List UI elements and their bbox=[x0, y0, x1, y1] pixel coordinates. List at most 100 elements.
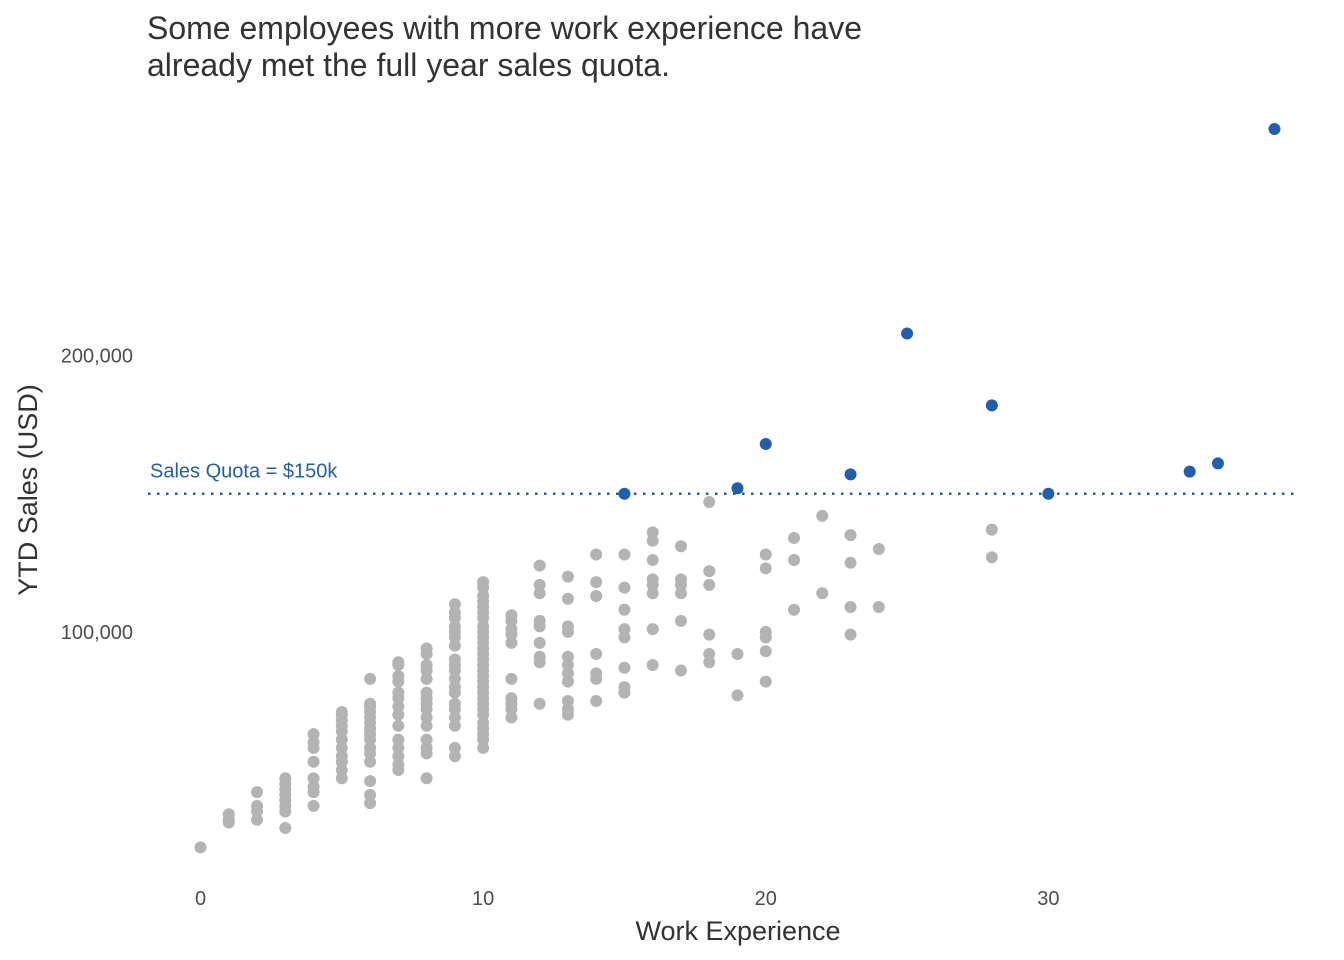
point-below-quota bbox=[392, 708, 405, 721]
point-below-quota bbox=[251, 786, 264, 799]
point-below-quota bbox=[420, 672, 433, 685]
point-below-quota bbox=[364, 755, 377, 768]
point-below-quota bbox=[420, 772, 433, 785]
points-below-quota bbox=[194, 496, 998, 854]
point-below-quota bbox=[307, 772, 320, 785]
point-below-quota bbox=[618, 623, 631, 636]
point-below-quota bbox=[307, 728, 320, 741]
point-below-quota bbox=[703, 565, 716, 578]
point-below-quota bbox=[448, 711, 461, 724]
point-met-quota bbox=[1042, 487, 1055, 500]
point-below-quota bbox=[561, 675, 574, 688]
x-tick-label: 0 bbox=[195, 888, 206, 910]
point-below-quota bbox=[420, 659, 433, 672]
point-below-quota bbox=[307, 799, 320, 812]
point-below-quota bbox=[420, 711, 433, 724]
point-below-quota bbox=[703, 656, 716, 669]
point-below-quota bbox=[392, 670, 405, 683]
point-below-quota bbox=[674, 587, 687, 600]
point-met-quota bbox=[844, 468, 857, 481]
point-below-quota bbox=[448, 719, 461, 732]
point-met-quota bbox=[759, 438, 772, 451]
point-below-quota bbox=[703, 628, 716, 641]
point-below-quota bbox=[448, 681, 461, 694]
point-below-quota bbox=[985, 551, 998, 564]
point-below-quota bbox=[477, 741, 490, 754]
point-below-quota bbox=[222, 816, 235, 829]
point-below-quota bbox=[646, 526, 659, 539]
point-below-quota bbox=[872, 601, 885, 614]
point-below-quota bbox=[590, 576, 603, 589]
point-below-quota bbox=[222, 808, 235, 821]
point-below-quota bbox=[561, 667, 574, 680]
point-below-quota bbox=[364, 697, 377, 710]
point-below-quota bbox=[364, 797, 377, 810]
point-met-quota bbox=[985, 399, 998, 412]
point-below-quota bbox=[703, 578, 716, 591]
point-met-quota bbox=[1268, 123, 1281, 136]
point-below-quota bbox=[674, 573, 687, 586]
chart-title: Some employees with more work experience… bbox=[147, 10, 1147, 84]
point-below-quota bbox=[731, 689, 744, 702]
point-below-quota bbox=[392, 700, 405, 713]
y-axis-ticks: 100,000 200,000 bbox=[61, 346, 133, 644]
point-below-quota bbox=[533, 650, 546, 663]
point-below-quota bbox=[279, 772, 292, 785]
point-below-quota bbox=[364, 672, 377, 685]
point-below-quota bbox=[420, 686, 433, 699]
point-below-quota bbox=[505, 692, 518, 705]
point-below-quota bbox=[618, 631, 631, 644]
point-below-quota bbox=[788, 554, 801, 567]
y-tick-label: 100,000 bbox=[61, 622, 133, 644]
point-below-quota bbox=[872, 542, 885, 555]
point-below-quota bbox=[392, 686, 405, 699]
point-below-quota bbox=[392, 719, 405, 732]
point-below-quota bbox=[561, 620, 574, 633]
point-below-quota bbox=[477, 589, 490, 602]
point-below-quota bbox=[505, 609, 518, 622]
point-below-quota bbox=[420, 741, 433, 754]
point-below-quota bbox=[194, 841, 207, 854]
point-below-quota bbox=[364, 788, 377, 801]
point-below-quota bbox=[646, 554, 659, 567]
point-below-quota bbox=[816, 587, 829, 600]
x-tick-label: 20 bbox=[755, 888, 777, 910]
point-below-quota bbox=[448, 672, 461, 685]
x-tick-label: 30 bbox=[1037, 888, 1059, 910]
point-below-quota bbox=[618, 681, 631, 694]
point-below-quota bbox=[505, 711, 518, 724]
point-below-quota bbox=[561, 659, 574, 672]
point-below-quota bbox=[335, 705, 348, 718]
point-below-quota bbox=[844, 529, 857, 542]
point-below-quota bbox=[448, 639, 461, 652]
x-axis-label: Work Experience bbox=[635, 916, 840, 946]
point-met-quota bbox=[1211, 457, 1224, 470]
point-met-quota bbox=[618, 487, 631, 500]
point-below-quota bbox=[392, 750, 405, 763]
point-below-quota bbox=[703, 647, 716, 660]
point-below-quota bbox=[561, 592, 574, 605]
point-below-quota bbox=[335, 741, 348, 754]
point-below-quota bbox=[618, 661, 631, 674]
point-below-quota bbox=[561, 650, 574, 663]
sales-quota-label: Sales Quota = $150k bbox=[150, 461, 338, 483]
point-below-quota bbox=[448, 750, 461, 763]
point-below-quota bbox=[448, 741, 461, 754]
point-below-quota bbox=[477, 717, 490, 730]
point-below-quota bbox=[307, 755, 320, 768]
point-below-quota bbox=[505, 672, 518, 685]
point-below-quota bbox=[505, 623, 518, 636]
point-below-quota bbox=[335, 772, 348, 785]
point-below-quota bbox=[816, 509, 829, 522]
point-below-quota bbox=[533, 578, 546, 591]
point-below-quota bbox=[364, 775, 377, 788]
point-below-quota bbox=[731, 647, 744, 660]
point-below-quota bbox=[759, 548, 772, 561]
point-below-quota bbox=[533, 559, 546, 572]
chart-title-line-2: already met the full year sales quota. bbox=[147, 47, 670, 83]
point-below-quota bbox=[392, 741, 405, 754]
point-below-quota bbox=[985, 523, 998, 536]
point-below-quota bbox=[533, 587, 546, 600]
point-below-quota bbox=[279, 822, 292, 835]
point-below-quota bbox=[703, 496, 716, 509]
